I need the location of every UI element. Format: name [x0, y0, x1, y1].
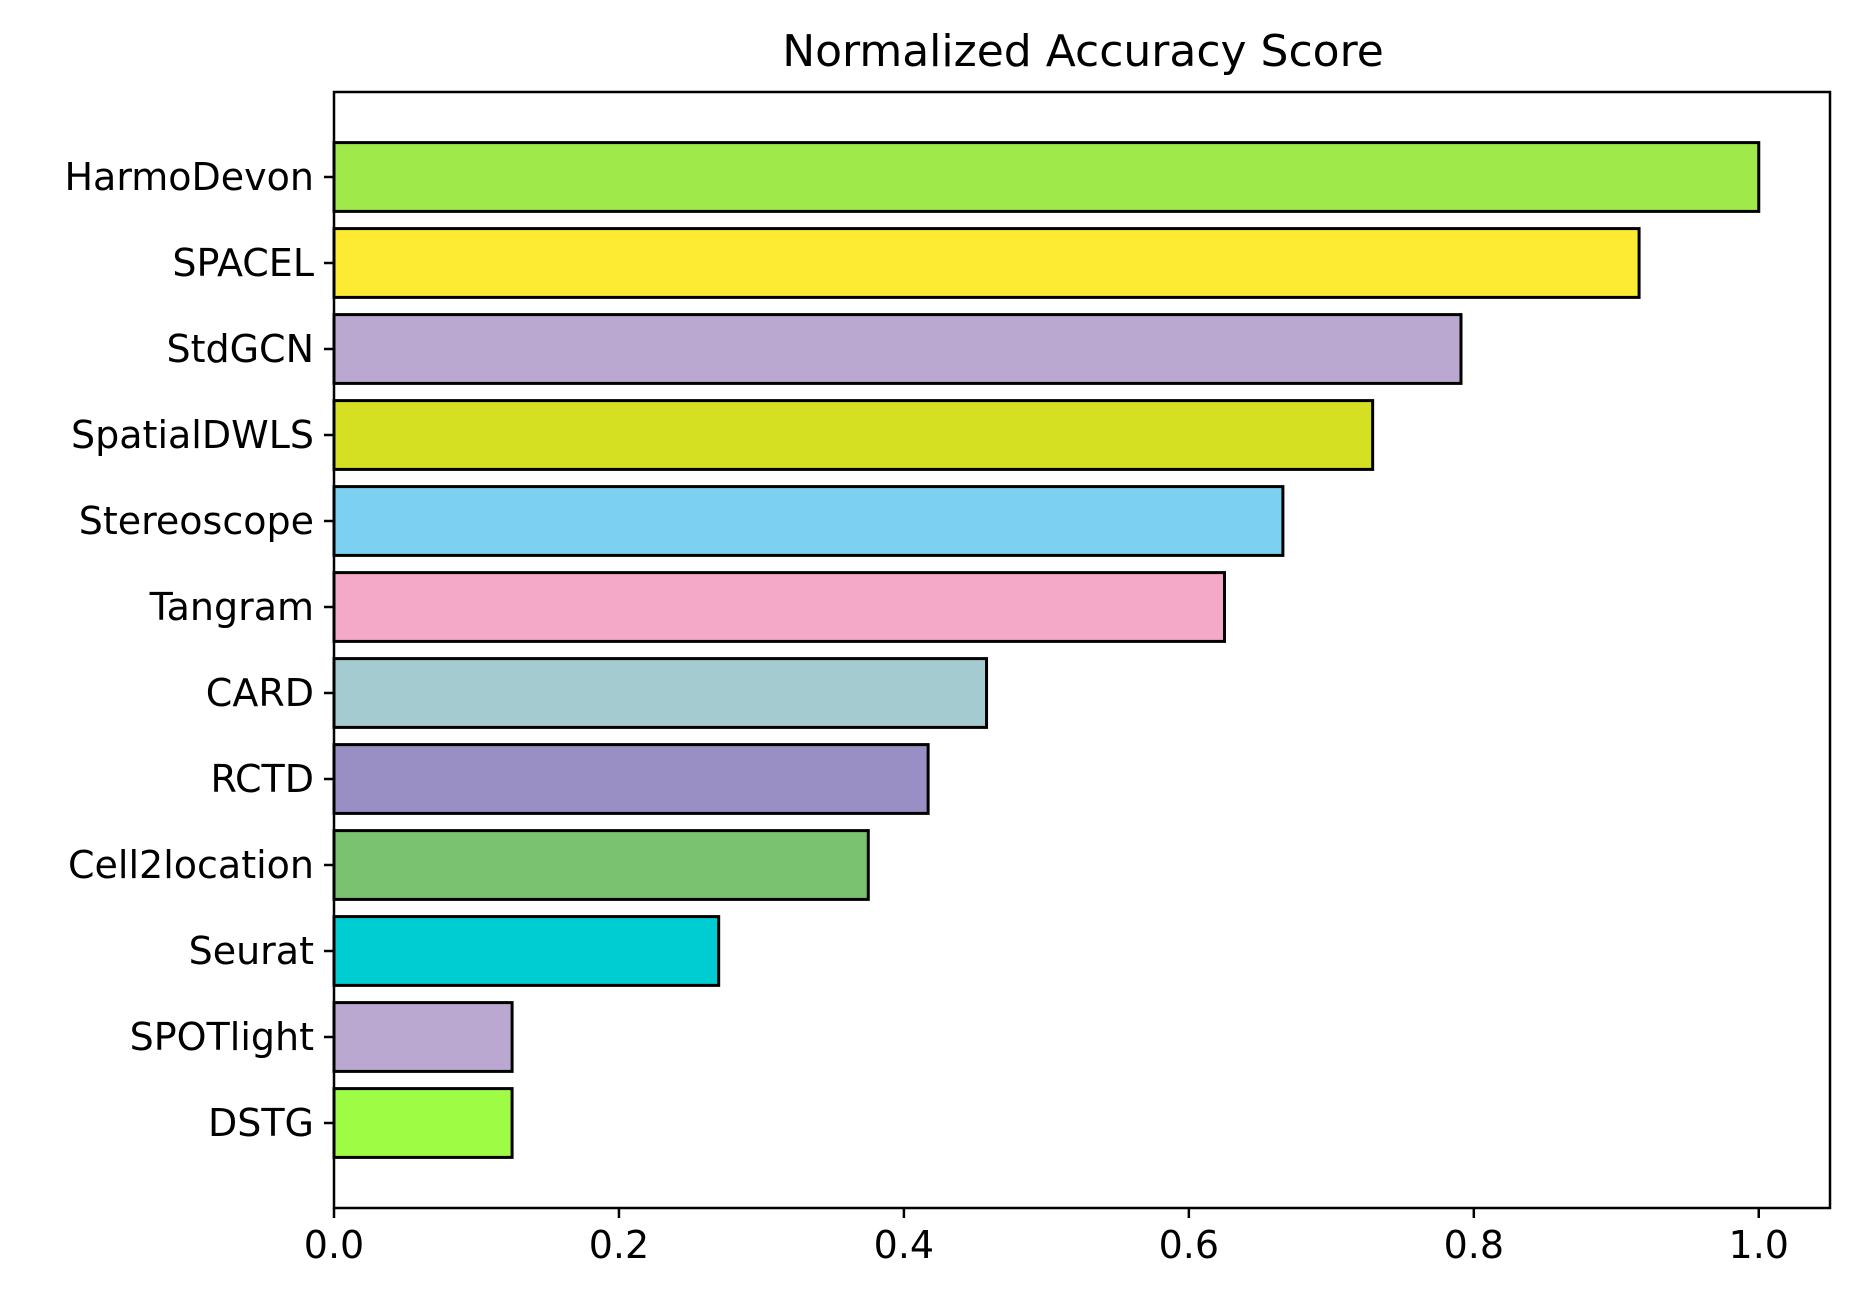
- bar-spacel: [332, 227, 1641, 299]
- y-tick-label: DSTG: [208, 1101, 314, 1145]
- bar-card: [332, 657, 989, 729]
- y-tick-label: SpatialDWLS: [71, 413, 314, 457]
- chart-title: Normalized Accuracy Score: [782, 26, 1384, 77]
- y-tick-label: Tangram: [149, 585, 314, 629]
- bar-rctd: [332, 743, 930, 815]
- bar-tangram: [332, 571, 1226, 643]
- bar-cell2location: [332, 829, 870, 901]
- y-tick-label: RCTD: [210, 757, 314, 801]
- y-tick-label: Cell2location: [68, 843, 314, 887]
- y-tick-label: Seurat: [189, 929, 314, 973]
- y-axis-ticks: HarmoDevon SPACEL StdGCN SpatialDWLS Stereos…: [64, 155, 334, 1145]
- y-tick-label: CARD: [206, 671, 314, 715]
- bar-stereoscope: [332, 485, 1285, 557]
- bar-spotlight: [332, 1001, 514, 1073]
- x-tick-label: 0.0: [304, 1223, 364, 1267]
- x-tick-label: 0.6: [1159, 1223, 1219, 1267]
- y-tick-label: SPACEL: [172, 241, 314, 285]
- x-tick-label: 0.2: [589, 1223, 649, 1267]
- bar-stdgcn: [332, 313, 1463, 385]
- x-tick-label: 1.0: [1729, 1223, 1789, 1267]
- x-tick-label: 0.8: [1444, 1223, 1504, 1267]
- x-tick-label: 0.4: [874, 1223, 934, 1267]
- y-tick-label: HarmoDevon: [64, 155, 314, 199]
- x-axis-ticks: 0.0 0.2 0.4 0.6 0.8 1.0: [304, 1208, 1789, 1267]
- bar-dstg: [332, 1087, 514, 1159]
- bar-harmodevon: [332, 141, 1761, 213]
- bar-seurat: [332, 915, 721, 987]
- y-tick-label: Stereoscope: [79, 499, 314, 543]
- y-tick-label: StdGCN: [166, 327, 314, 371]
- plot-frame: [332, 90, 1832, 1210]
- y-tick-label: SPOTlight: [130, 1015, 314, 1059]
- bar-spatialdwls: [332, 399, 1375, 471]
- bars-layer: [332, 141, 1761, 1159]
